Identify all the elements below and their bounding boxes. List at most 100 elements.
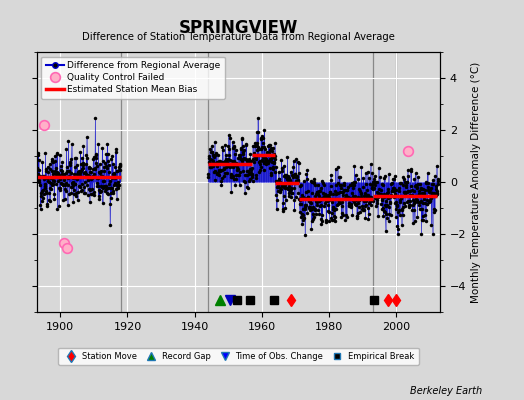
Point [304, 194, 312, 200]
Point [343, 187, 352, 194]
Point [358, 203, 366, 209]
Point [332, 190, 341, 197]
Point [106, 184, 115, 191]
Point [391, 173, 399, 179]
Point [377, 200, 386, 207]
Point [62, 145, 71, 152]
Point [91, 151, 100, 157]
Point [43, 201, 51, 207]
Point [249, 149, 258, 156]
Point [97, 173, 106, 180]
Point [228, 158, 236, 164]
Point [285, 190, 293, 196]
Point [421, 218, 430, 224]
Point [297, 201, 305, 208]
Point [101, 188, 109, 194]
Point [93, 182, 101, 189]
Point [263, 150, 271, 156]
Point [310, 178, 318, 185]
Point [80, 184, 88, 190]
Point [70, 154, 79, 161]
Point [254, 115, 262, 121]
Point [41, 168, 50, 174]
Y-axis label: Monthly Temperature Anomaly Difference (°C): Monthly Temperature Anomaly Difference (… [471, 61, 481, 303]
Point [308, 190, 316, 196]
Point [312, 202, 321, 208]
Point [317, 216, 325, 222]
Point [307, 178, 315, 184]
Point [415, 190, 423, 197]
Point [244, 161, 252, 167]
Point [374, 194, 382, 200]
Point [325, 209, 333, 215]
Point [44, 169, 52, 176]
Point [293, 172, 301, 179]
Point [224, 143, 233, 149]
Point [207, 149, 215, 156]
Point [220, 165, 228, 172]
Point [297, 181, 305, 188]
Point [332, 206, 341, 212]
Point [395, 185, 403, 191]
Point [249, 156, 257, 162]
Point [236, 145, 245, 151]
Point [430, 208, 439, 215]
Point [310, 176, 319, 182]
Point [235, 182, 244, 188]
Point [107, 155, 115, 162]
Point [75, 168, 83, 174]
Point [221, 157, 229, 164]
Point [97, 183, 105, 190]
Point [39, 187, 48, 194]
Point [97, 173, 106, 180]
Point [229, 164, 237, 170]
Point [318, 178, 326, 184]
Point [70, 187, 79, 193]
Point [252, 175, 260, 181]
Point [52, 169, 61, 175]
Point [115, 164, 123, 171]
Point [211, 139, 219, 145]
Point [208, 143, 216, 149]
Point [103, 150, 112, 157]
Point [369, 185, 377, 192]
Point [260, 166, 268, 173]
Point [263, 148, 271, 155]
Point [90, 171, 99, 177]
Point [364, 168, 372, 175]
Point [314, 198, 323, 204]
Point [264, 158, 272, 164]
Point [241, 179, 249, 186]
Point [353, 210, 362, 216]
Point [258, 135, 267, 141]
Point [104, 180, 113, 187]
Point [416, 181, 424, 187]
Point [220, 164, 228, 171]
Point [108, 190, 117, 196]
Point [386, 194, 394, 200]
Point [288, 172, 297, 179]
Point [238, 149, 247, 155]
Point [258, 157, 266, 164]
Point [88, 175, 96, 181]
Point [353, 213, 362, 220]
Point [298, 210, 306, 217]
Point [46, 166, 54, 172]
Point [427, 222, 435, 228]
Point [431, 193, 439, 199]
Point [298, 221, 306, 227]
Point [308, 206, 316, 212]
Point [74, 172, 82, 178]
Point [217, 178, 225, 184]
Point [282, 175, 291, 182]
Point [329, 204, 337, 210]
Point [387, 180, 395, 187]
Point [268, 154, 276, 161]
Point [256, 164, 265, 170]
Point [291, 180, 300, 186]
Point [418, 206, 427, 212]
Point [46, 185, 54, 191]
Point [52, 151, 61, 157]
Point [113, 168, 122, 175]
Point [99, 184, 107, 191]
